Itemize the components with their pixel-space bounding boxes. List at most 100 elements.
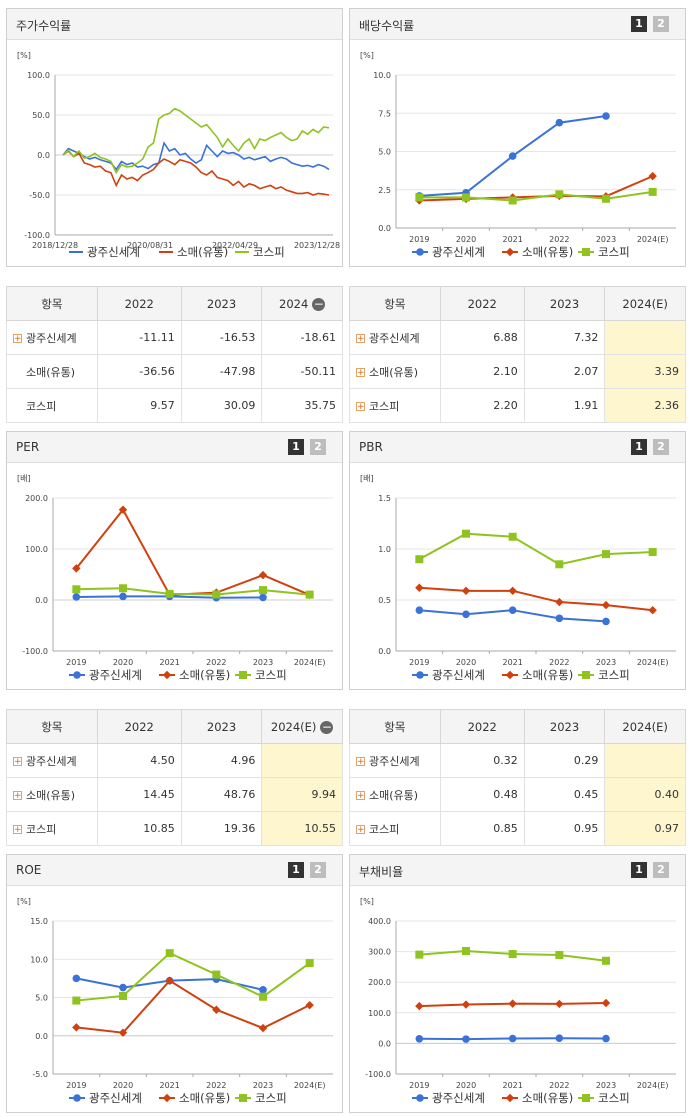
row-name-cell[interactable]: + 광주신세계	[349, 743, 441, 778]
data-point	[162, 670, 172, 680]
table-row: + 코스피 0.85 0.95 0.97	[349, 811, 686, 846]
column-header: 항목	[6, 709, 98, 744]
series-line	[76, 979, 311, 1034]
data-point	[461, 1000, 471, 1009]
table-cell	[604, 743, 686, 778]
table-cell: 19.36	[180, 811, 263, 846]
dividend-yield-chart: [%] 10.0 7.5 5.0 2.5 0.0 2019 2020 2021 2022 2023 2…	[360, 51, 676, 259]
y-tick-label: 10.0	[30, 955, 48, 964]
data-point	[73, 1094, 81, 1102]
row-name-cell[interactable]: + 소매(유통)	[6, 777, 98, 812]
debt-ratio-panel: 부채비율 1 2 [%] 400.0 300.0 200.0 100.0 0.0 -100.…	[349, 854, 686, 1113]
page-2-button[interactable]: 2	[653, 439, 669, 455]
expand-icon[interactable]: +	[356, 368, 365, 378]
row-name-cell[interactable]: + 광주신세계	[6, 320, 98, 355]
unit-label: [%]	[360, 897, 374, 906]
collapse-icon[interactable]: −	[320, 719, 334, 734]
y-tick-label: 100.0	[25, 545, 48, 554]
data-point	[582, 248, 590, 256]
row-name-cell[interactable]: + 소매(유통)	[349, 777, 441, 812]
panel-header: PER 1 2	[7, 432, 342, 463]
x-tick-label: 2019	[66, 1081, 86, 1090]
y-tick-label: 15.0	[30, 917, 48, 926]
stock-return-table: 항목 2022 2023 2024− + 광주신세계 -11.11 -16.53 -18.61 소…	[6, 286, 343, 423]
row-name-cell[interactable]: + 코스피	[6, 811, 98, 846]
column-header-label: 2024(E)	[622, 719, 668, 734]
column-header-label: 항목	[41, 296, 63, 311]
y-tick-label: -100.0	[24, 231, 50, 240]
x-tick-label: 2022/04/29	[212, 241, 258, 250]
dividend-yield-panel: 배당수익률 1 2 [%] 10.0 7.5 5.0 2.5 0.0 2019 2020 202…	[349, 8, 686, 267]
column-header-label: 2023	[549, 719, 580, 734]
page-1-button[interactable]: 1	[631, 439, 647, 455]
row-name-cell[interactable]: + 광주신세계	[6, 743, 98, 778]
page-2-button[interactable]: 2	[653, 16, 669, 32]
expand-icon[interactable]: +	[13, 334, 22, 344]
page-1-button[interactable]: 1	[631, 862, 647, 878]
page-2-button[interactable]: 2	[310, 439, 326, 455]
series-line	[76, 587, 310, 596]
row-name-cell[interactable]: + 광주신세계	[349, 320, 441, 355]
table-cell: 9.94	[261, 777, 343, 812]
x-tick-label: 2020/08/31	[127, 241, 173, 250]
table-row: + 소매(유통) 14.45 48.76 9.94	[6, 777, 343, 812]
expand-icon[interactable]: +	[13, 791, 22, 801]
table-cell: 2.10	[439, 354, 525, 389]
expand-icon[interactable]: +	[356, 825, 365, 835]
expand-icon[interactable]: +	[13, 757, 22, 767]
expand-icon[interactable]: +	[356, 334, 365, 344]
page-1-button[interactable]: 1	[288, 862, 304, 878]
unit-label: [배]	[360, 474, 374, 483]
expand-icon[interactable]: +	[356, 757, 365, 767]
per-table: 항목 2022 2023 2024(E) − + 광주신세계 4.50 4.96 + 소매(유통) 1…	[6, 709, 343, 846]
y-tick-label: 5.0	[35, 994, 48, 1003]
table-header-row: 항목 2022 2023 2024(E)	[349, 286, 686, 321]
expand-icon[interactable]: +	[356, 402, 365, 412]
table-cell: 10.55	[261, 811, 343, 846]
pbr-table: 항목 2022 2023 2024(E) + 광주신세계 0.32 0.29 + 소매(유통) 0.…	[349, 709, 686, 846]
x-tick-label: 2022	[549, 658, 569, 667]
x-tick-label: 2019	[409, 1081, 429, 1090]
collapse-icon[interactable]: −	[312, 296, 326, 311]
data-point	[462, 610, 470, 619]
column-header: 2024(E)	[604, 286, 686, 321]
legend-label: 코스피	[255, 668, 287, 682]
panel-title: 배당수익률	[359, 19, 415, 33]
legend-label: 광주신세계	[87, 245, 140, 259]
y-tick-label: 10.0	[373, 71, 391, 80]
row-name-label: 소매(유통)	[369, 365, 419, 379]
expand-icon[interactable]: +	[13, 825, 22, 835]
table-cell: 0.48	[439, 777, 525, 812]
data-point	[555, 597, 564, 607]
row-name-label: 코스피	[26, 399, 57, 413]
data-point	[648, 548, 657, 557]
data-point	[72, 1023, 81, 1032]
page-2-button[interactable]: 2	[653, 862, 669, 878]
row-name-cell[interactable]: + 코스피	[349, 388, 441, 423]
x-tick-label: 2021	[502, 235, 522, 244]
table-cell: 7.32	[523, 320, 606, 355]
table-cell: 0.85	[439, 811, 525, 846]
y-tick-label: 0.0	[35, 596, 48, 605]
table-row: + 광주신세계 -11.11 -16.53 -18.61	[6, 320, 343, 355]
row-name-cell[interactable]: + 코스피	[349, 811, 441, 846]
legend-label: 광주신세계	[432, 668, 485, 682]
legend-label: 코스피	[255, 1091, 287, 1105]
page-1-button[interactable]: 1	[631, 16, 647, 32]
row-name-label: 소매(유통)	[26, 365, 76, 379]
data-point	[462, 529, 470, 538]
x-tick-label: 2022	[549, 1081, 569, 1090]
y-tick-label: 50.0	[32, 111, 50, 120]
legend-label: 광주신세계	[432, 245, 485, 259]
expand-icon[interactable]: +	[356, 791, 365, 801]
row-name-cell[interactable]: + 소매(유통)	[349, 354, 441, 389]
page-1-button[interactable]: 1	[288, 439, 304, 455]
y-tick-label: 200.0	[368, 978, 391, 987]
column-header-label: 2023	[206, 719, 237, 734]
x-tick-label: 2022	[549, 235, 569, 244]
row-name-label: 소매(유통)	[26, 788, 76, 802]
row-name-label: 광주신세계	[369, 754, 420, 768]
column-header: 2024(E) −	[261, 709, 343, 744]
data-point	[305, 590, 314, 599]
page-2-button[interactable]: 2	[310, 862, 326, 878]
